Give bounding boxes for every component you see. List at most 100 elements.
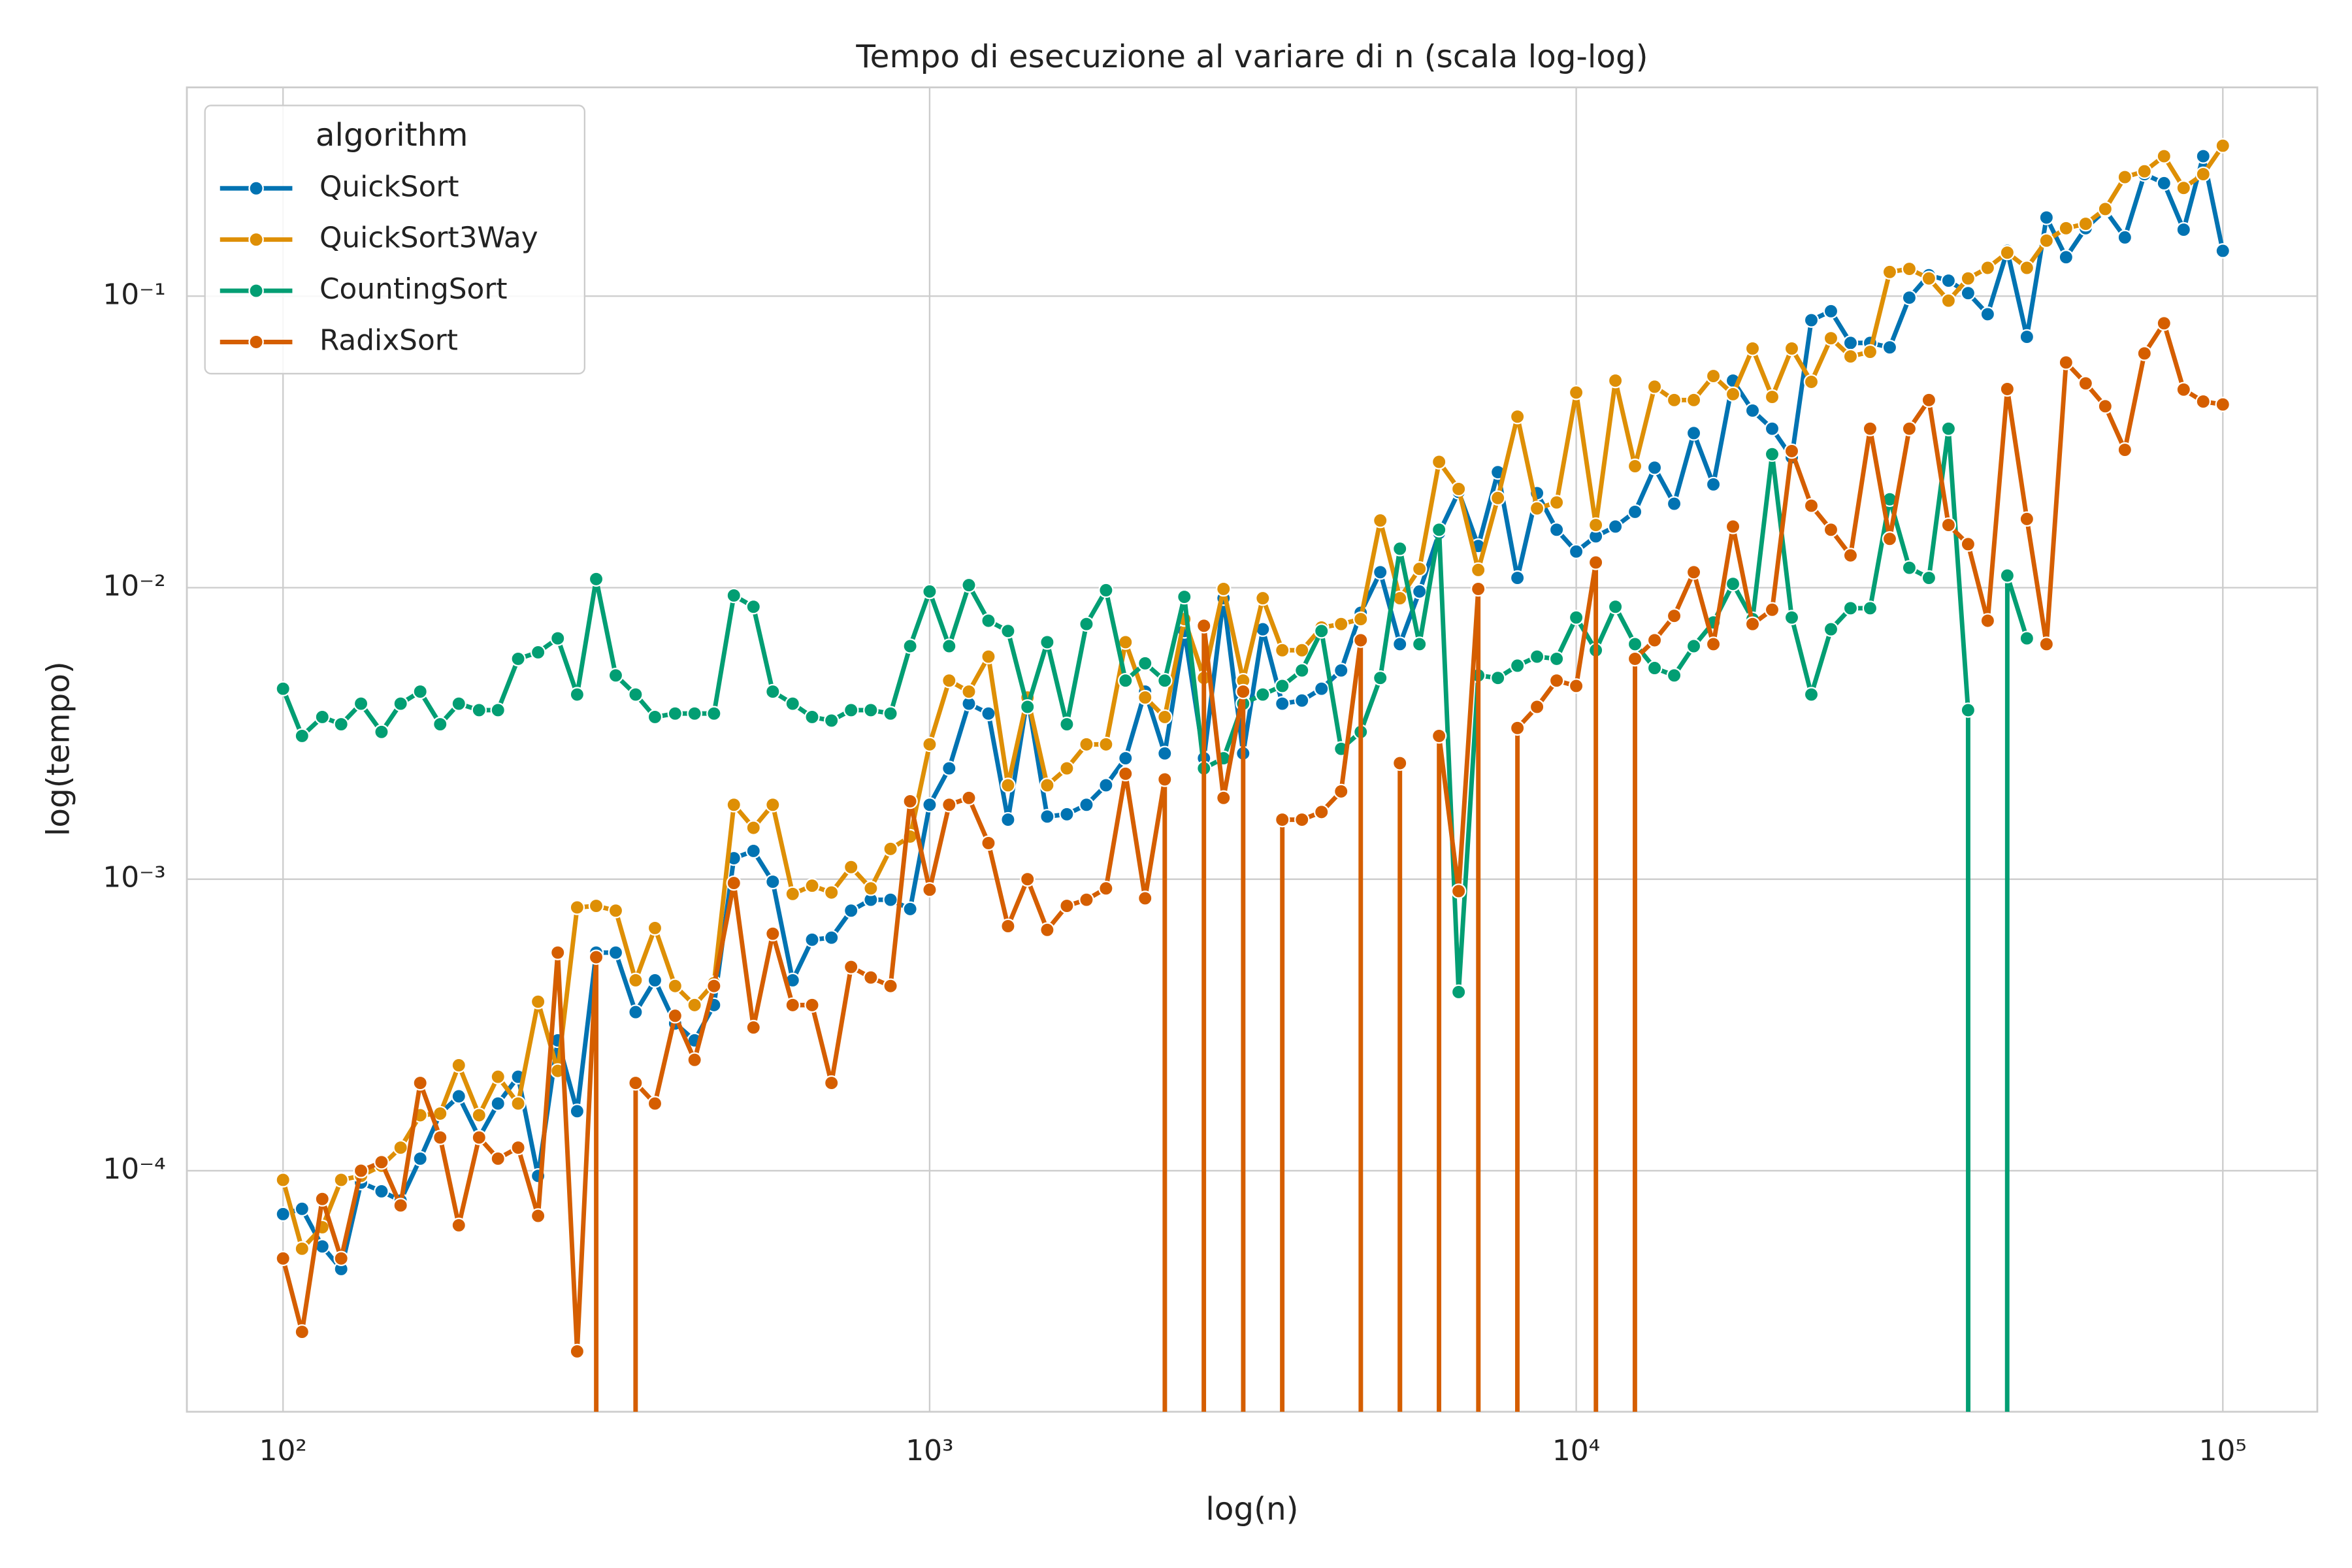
point-marker (1842, 547, 1859, 563)
point-marker (1079, 736, 1094, 753)
point-marker (1823, 621, 1839, 637)
point-marker (1568, 610, 1584, 625)
point-marker (1842, 335, 1859, 351)
point-marker (588, 571, 604, 587)
point-marker (530, 994, 546, 1009)
point-marker (569, 900, 585, 915)
point-marker (1294, 811, 1310, 828)
point-marker (1470, 562, 1486, 578)
point-marker (1548, 522, 1565, 538)
point-marker (1216, 581, 1232, 597)
point-marker (1764, 421, 1780, 436)
point-marker (1137, 689, 1153, 706)
point-marker (823, 885, 840, 900)
point-marker (1059, 760, 1075, 776)
point-marker (1235, 683, 1251, 700)
x-tick-label: 10³ (906, 1434, 953, 1467)
point-marker (451, 1057, 467, 1073)
point-marker (1470, 581, 1486, 597)
point-marker (510, 651, 526, 667)
point-marker (1999, 381, 2016, 397)
point-marker (549, 945, 566, 960)
point-marker (981, 613, 996, 629)
point-marker (1568, 544, 1584, 559)
point-marker (2195, 166, 2212, 182)
point-marker (333, 1250, 349, 1266)
point-marker (1627, 636, 1643, 652)
point-marker (647, 920, 663, 936)
point-marker (902, 638, 918, 654)
point-marker (393, 1198, 408, 1213)
point-marker (1274, 642, 1290, 659)
legend-label: RadixSort (319, 323, 458, 357)
point-marker (785, 997, 801, 1013)
point-marker (1568, 385, 1584, 400)
point-marker (687, 997, 702, 1013)
plot-frame (186, 86, 2319, 1413)
point-marker (1646, 632, 1663, 648)
point-marker (1646, 460, 1663, 476)
point-marker (1764, 389, 1780, 405)
point-marker (588, 949, 604, 965)
point-marker (1039, 777, 1055, 793)
x-axis-label: log(n) (1205, 1491, 1298, 1527)
point-marker (941, 672, 957, 689)
point-marker (922, 797, 938, 813)
point-marker (1803, 498, 1820, 514)
point-marker (1646, 379, 1663, 395)
point-marker (647, 709, 663, 725)
point-marker (2215, 138, 2231, 154)
point-marker (1450, 984, 1467, 1000)
y-tick-label: 10⁻¹ (103, 278, 165, 311)
point-marker (863, 880, 879, 896)
point-marker (765, 874, 781, 890)
point-marker (2058, 355, 2074, 370)
point-marker (294, 728, 310, 744)
point-marker (1431, 522, 1447, 538)
point-marker (628, 687, 644, 702)
point-marker (1529, 649, 1545, 664)
point-marker (2176, 221, 2192, 238)
point-marker (726, 875, 742, 891)
point-marker (1803, 312, 1820, 328)
point-marker (1588, 517, 1604, 533)
legend-swatch-marker (248, 180, 264, 197)
point-marker (1098, 582, 1114, 598)
point-marker (1940, 293, 1957, 308)
point-marker (2136, 163, 2153, 179)
point-marker (1921, 392, 1937, 408)
point-marker (843, 702, 859, 718)
point-marker (843, 859, 859, 875)
point-marker (1450, 883, 1467, 899)
point-marker (275, 1250, 291, 1266)
point-marker (2156, 175, 2172, 191)
point-marker (1274, 811, 1290, 828)
point-marker (1823, 522, 1839, 538)
point-marker (1686, 564, 1702, 580)
point-marker (1118, 672, 1134, 689)
point-marker (765, 926, 781, 941)
point-marker (1705, 368, 1722, 384)
point-marker (785, 696, 801, 711)
point-marker (1019, 699, 1036, 715)
point-marker (1646, 660, 1663, 676)
point-marker (1255, 687, 1271, 702)
point-marker (1157, 709, 1173, 725)
point-marker (981, 835, 996, 851)
point-marker (412, 1075, 428, 1091)
point-marker (1255, 590, 1271, 606)
point-marker (1177, 589, 1192, 605)
point-marker (2097, 201, 2114, 217)
point-marker (1039, 809, 1055, 825)
point-marker (1000, 777, 1016, 793)
point-marker (1000, 918, 1016, 934)
point-marker (451, 696, 467, 711)
point-marker (1274, 678, 1290, 694)
point-marker (647, 972, 663, 988)
point-marker (1079, 616, 1094, 632)
point-marker (1548, 672, 1565, 689)
y-tick-label: 10⁻² (103, 569, 165, 602)
point-marker (1294, 662, 1310, 678)
point-marker (374, 724, 389, 740)
point-marker (2117, 229, 2133, 246)
